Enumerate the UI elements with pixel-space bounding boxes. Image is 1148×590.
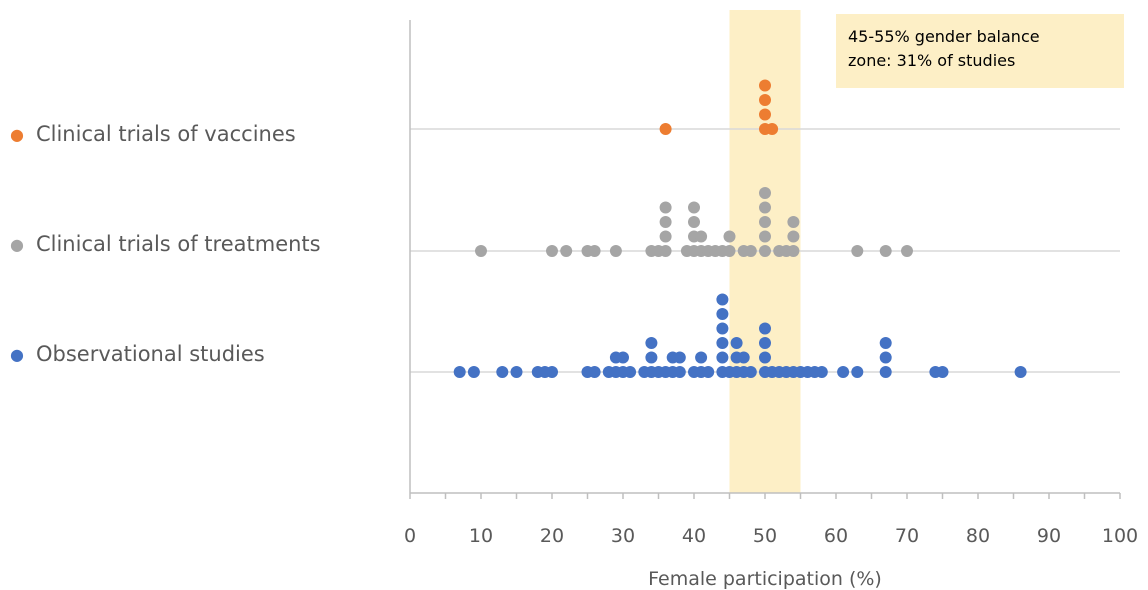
annotation-line-1: 45-55% gender balance: [848, 27, 1040, 46]
point-observational-studies: [851, 366, 864, 378]
point-observational-studies: [879, 351, 892, 364]
point-clinical-trials-of-treatments: [609, 245, 622, 257]
x-tick-label: 90: [1037, 525, 1061, 547]
point-observational-studies: [716, 322, 729, 335]
point-clinical-trials-of-treatments: [851, 245, 864, 257]
point-clinical-trials-of-vaccines: [659, 123, 672, 135]
point-observational-studies: [744, 366, 757, 378]
x-tick-label: 20: [540, 525, 564, 547]
point-clinical-trials-of-treatments: [787, 230, 800, 243]
point-observational-studies: [759, 351, 771, 364]
point-clinical-trials-of-treatments: [659, 216, 672, 228]
point-clinical-trials-of-treatments: [723, 245, 736, 257]
point-observational-studies: [702, 366, 715, 378]
point-observational-studies: [879, 337, 892, 349]
point-observational-studies: [1014, 366, 1027, 378]
legend-dot-vaccines: ●: [10, 124, 24, 144]
legend-label-vaccines: Clinical trials of vaccines: [35, 122, 296, 146]
point-observational-studies: [716, 351, 729, 364]
point-clinical-trials-of-treatments: [659, 230, 672, 243]
x-tick-label: 70: [895, 525, 919, 547]
point-observational-studies: [645, 351, 658, 364]
legend-item-treatments: ● Clinical trials of treatments: [10, 232, 321, 256]
point-observational-studies: [673, 366, 686, 378]
point-clinical-trials-of-treatments: [659, 245, 672, 257]
x-tick-label: 30: [611, 525, 635, 547]
point-observational-studies: [936, 366, 949, 378]
point-observational-studies: [546, 366, 558, 378]
point-observational-studies: [617, 351, 629, 364]
legend-item-vaccines: ● Clinical trials of vaccines: [10, 122, 296, 146]
point-observational-studies: [496, 366, 509, 378]
point-observational-studies: [510, 366, 523, 378]
point-observational-studies: [837, 366, 850, 378]
legend-label-observational: Observational studies: [35, 342, 265, 366]
legend-item-observational: ● Observational studies: [10, 342, 265, 366]
point-observational-studies: [759, 337, 771, 349]
x-tick-label: 100: [1102, 525, 1138, 547]
x-tick-label: 40: [682, 525, 706, 547]
point-clinical-trials-of-treatments: [659, 201, 672, 214]
point-observational-studies: [716, 308, 729, 320]
x-axis-title: Female participation (%): [648, 568, 882, 590]
x-tick-label: 50: [753, 525, 777, 547]
point-observational-studies: [815, 366, 828, 378]
point-observational-studies: [730, 337, 743, 349]
point-clinical-trials-of-vaccines: [759, 94, 771, 106]
point-clinical-trials-of-treatments: [560, 245, 573, 257]
x-tick-label: 60: [824, 525, 848, 547]
point-observational-studies: [716, 337, 729, 349]
point-clinical-trials-of-treatments: [546, 245, 558, 257]
legend-label-treatments: Clinical trials of treatments: [35, 232, 321, 256]
point-clinical-trials-of-treatments: [787, 245, 800, 257]
annotation-line-2: zone: 31% of studies: [848, 51, 1016, 70]
point-clinical-trials-of-treatments: [879, 245, 892, 257]
x-tick-label: 80: [966, 525, 990, 547]
data-points: [453, 79, 1027, 378]
x-tick-label: 0: [404, 525, 416, 547]
point-observational-studies: [453, 366, 466, 378]
point-clinical-trials-of-treatments: [759, 187, 771, 199]
point-observational-studies: [737, 351, 750, 364]
legend-dot-observational: ●: [10, 344, 24, 364]
legend-dot-treatments: ●: [10, 234, 24, 254]
x-tick-label: 10: [469, 525, 493, 547]
point-observational-studies: [645, 337, 658, 349]
point-clinical-trials-of-treatments: [787, 216, 800, 228]
point-observational-studies: [759, 322, 771, 335]
point-clinical-trials-of-treatments: [475, 245, 487, 257]
point-clinical-trials-of-treatments: [759, 201, 771, 214]
x-axis-ticks: 0 10 20 30 40 50 60 70 80 90 100: [404, 493, 1138, 547]
point-clinical-trials-of-treatments: [723, 230, 736, 243]
balance-zone-annotation: 45-55% gender balance zone: 31% of studi…: [836, 14, 1124, 88]
point-observational-studies: [588, 366, 601, 378]
point-observational-studies: [879, 366, 892, 378]
point-clinical-trials-of-vaccines: [759, 79, 771, 92]
point-observational-studies: [716, 293, 729, 306]
point-observational-studies: [467, 366, 480, 378]
point-clinical-trials-of-treatments: [759, 216, 771, 228]
point-clinical-trials-of-vaccines: [766, 123, 779, 135]
point-clinical-trials-of-treatments: [688, 216, 700, 228]
point-clinical-trials-of-treatments: [759, 245, 771, 257]
point-clinical-trials-of-treatments: [688, 201, 700, 214]
point-clinical-trials-of-treatments: [588, 245, 601, 257]
point-observational-studies: [673, 351, 686, 364]
point-clinical-trials-of-treatments: [759, 230, 771, 243]
point-observational-studies: [624, 366, 637, 378]
point-clinical-trials-of-vaccines: [759, 108, 771, 121]
point-clinical-trials-of-treatments: [695, 230, 708, 243]
point-clinical-trials-of-treatments: [901, 245, 913, 257]
point-observational-studies: [695, 351, 708, 364]
point-clinical-trials-of-treatments: [744, 245, 757, 257]
